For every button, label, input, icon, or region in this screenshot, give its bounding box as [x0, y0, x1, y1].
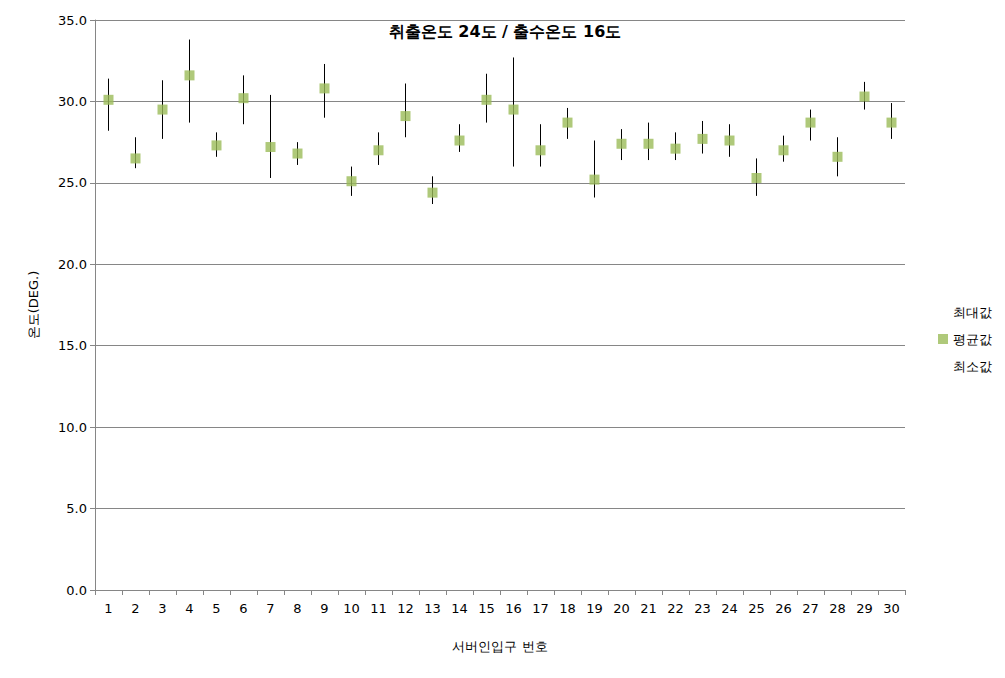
svg-text:온도(DEG.): 온도(DEG.): [26, 271, 41, 340]
svg-text:12: 12: [397, 601, 414, 616]
svg-text:평균값: 평균값: [953, 332, 992, 347]
svg-text:30.0: 30.0: [58, 94, 87, 109]
svg-text:23: 23: [694, 601, 711, 616]
svg-text:3: 3: [158, 601, 166, 616]
svg-text:서버인입구 번호: 서버인입구 번호: [452, 639, 547, 654]
svg-text:26: 26: [775, 601, 792, 616]
svg-text:14: 14: [451, 601, 468, 616]
svg-text:6: 6: [239, 601, 247, 616]
svg-text:0.0: 0.0: [66, 583, 87, 598]
svg-text:최소값: 최소값: [953, 359, 992, 374]
svg-text:취출온도 24도 / 출수온도 16도: 취출온도 24도 / 출수온도 16도: [389, 22, 622, 41]
svg-text:16: 16: [505, 601, 522, 616]
svg-text:10: 10: [343, 601, 360, 616]
svg-text:5: 5: [212, 601, 220, 616]
svg-text:11: 11: [370, 601, 387, 616]
svg-text:4: 4: [185, 601, 193, 616]
svg-text:9: 9: [320, 601, 328, 616]
svg-text:8: 8: [293, 601, 301, 616]
svg-text:7: 7: [266, 601, 274, 616]
svg-text:27: 27: [802, 601, 819, 616]
svg-text:1: 1: [104, 601, 112, 616]
svg-text:2: 2: [131, 601, 139, 616]
svg-text:22: 22: [667, 601, 684, 616]
svg-text:25: 25: [748, 601, 765, 616]
svg-text:18: 18: [559, 601, 576, 616]
svg-text:10.0: 10.0: [58, 420, 87, 435]
svg-text:13: 13: [424, 601, 441, 616]
svg-text:25.0: 25.0: [58, 175, 87, 190]
svg-text:5.0: 5.0: [66, 501, 87, 516]
svg-text:15: 15: [478, 601, 495, 616]
svg-text:24: 24: [721, 601, 738, 616]
svg-text:20: 20: [613, 601, 630, 616]
svg-text:30: 30: [883, 601, 900, 616]
svg-text:15.0: 15.0: [58, 338, 87, 353]
svg-text:28: 28: [829, 601, 846, 616]
svg-text:29: 29: [856, 601, 873, 616]
svg-text:21: 21: [640, 601, 657, 616]
svg-text:19: 19: [586, 601, 603, 616]
svg-text:17: 17: [532, 601, 549, 616]
svg-text:20.0: 20.0: [58, 257, 87, 272]
svg-text:35.0: 35.0: [58, 13, 87, 28]
svg-text:최대값: 최대값: [953, 305, 992, 320]
